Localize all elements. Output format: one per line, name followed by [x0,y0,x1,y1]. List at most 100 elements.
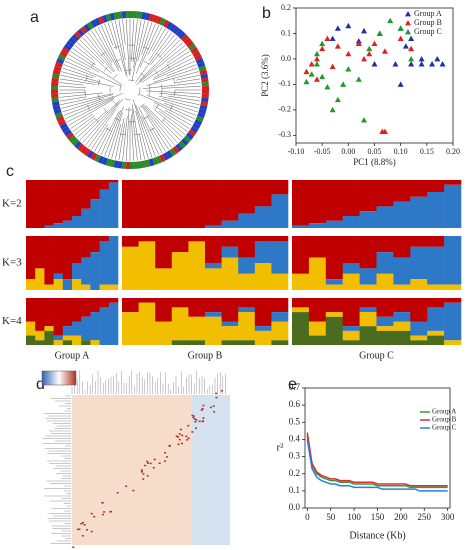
tree-ring [152,157,159,166]
ancestry-segment [393,312,411,322]
x-tick-label: -0.05 [314,147,331,156]
ancestry-segment [138,236,156,242]
tree-branch [72,115,95,132]
ancestry-segment [81,208,91,228]
ancestry-segment [410,298,428,322]
point [381,48,388,54]
tree-branch [68,99,114,126]
y-tick-label: 0.1 [281,28,291,37]
tree-ring [130,161,135,169]
ancestry-segment [308,180,327,224]
tree-ring [200,73,208,79]
ancestry-segment [72,216,82,228]
tree-branch [74,45,95,62]
ancestry-segment [427,246,445,285]
ancestry-segment [62,335,73,341]
tree-branch [118,19,126,61]
legend-label: Group A [432,408,456,416]
point [366,50,373,57]
tree-arc [109,69,151,111]
point [334,43,341,49]
ancestry-segment [359,307,377,313]
ancestry-segment [99,241,110,285]
tree-ring [188,129,197,137]
tree-branch [59,78,96,85]
tree-ring [194,119,203,126]
ancestry-segment [122,180,139,228]
tree-branch [152,60,195,81]
group-label: Group B [188,350,223,361]
ancestry-segment [155,321,173,345]
ancestry-segment [410,340,428,345]
tree-ring [83,148,91,157]
ancestry-segment [444,298,462,303]
k-label: K=3 [2,257,22,269]
plot-frame [304,387,451,509]
tree-branch [141,51,190,83]
tree-ring [51,85,59,90]
ancestry-segment [325,180,343,221]
y-tick-label: 0.3 [289,451,301,461]
tree-branch [163,102,197,116]
ancestry-segment [90,236,100,253]
tree-branch [107,112,123,158]
ancestry-segment [342,340,360,345]
tree-ring [201,93,209,99]
point [408,45,415,52]
tree-branch [133,19,142,68]
point [392,61,399,67]
tree-branch [59,96,87,102]
tree-ring [52,69,61,75]
tree-ring [52,73,60,79]
ancestry-segment [393,284,411,290]
ancestry-segment [271,340,289,345]
tree-branch [59,92,103,98]
ancestry-segment [26,180,36,228]
heatmap-cell [202,417,205,419]
heatmap-cell [194,418,197,420]
point [334,96,341,103]
tree-ring [56,115,65,123]
ancestry-segment [376,236,394,253]
tree-ring [166,21,173,30]
ancestry-segment [342,263,360,274]
heatmap-cell [177,436,180,438]
tree-ring [178,31,186,40]
x-axis-label: Distance (Kb) [349,530,405,541]
tree-ring [66,132,74,140]
tree-ring [74,140,82,149]
tree-branch [59,92,86,94]
ancestry-segment [122,312,139,345]
ancestry-segment [108,180,119,183]
panel-label: c [6,163,14,180]
ancestry-segment [393,201,411,228]
heatmap-cell [201,407,204,410]
tree-branch [159,92,201,98]
ancestry-segment [171,307,189,341]
ancestry-segment [53,298,64,336]
tree-branch [146,115,169,150]
tree-ring [145,159,151,168]
tree-ring [105,158,112,167]
tree-branch [77,42,112,74]
tree-branch [132,19,138,62]
ancestry-segment [376,180,394,207]
ancestry-segment [62,236,73,280]
tree-ring [74,31,82,40]
ancestry-segment [221,326,239,341]
y-tick-label: -0.3 [278,130,291,139]
heatmap-cell [191,414,194,417]
tree-ring [145,12,151,21]
tree-ring [57,54,66,61]
ancestry-segment [81,298,91,317]
ancestry-segment [271,236,289,242]
tree-ring [66,40,74,48]
x-tick-label: 0 [305,512,310,522]
tree-branch [85,34,115,72]
tree-branch [137,21,149,62]
point [319,73,326,80]
ancestry-segment [238,307,256,313]
ancestry-segment [171,252,189,290]
ancestry-segment [26,236,36,280]
panel-label: d [36,376,45,393]
